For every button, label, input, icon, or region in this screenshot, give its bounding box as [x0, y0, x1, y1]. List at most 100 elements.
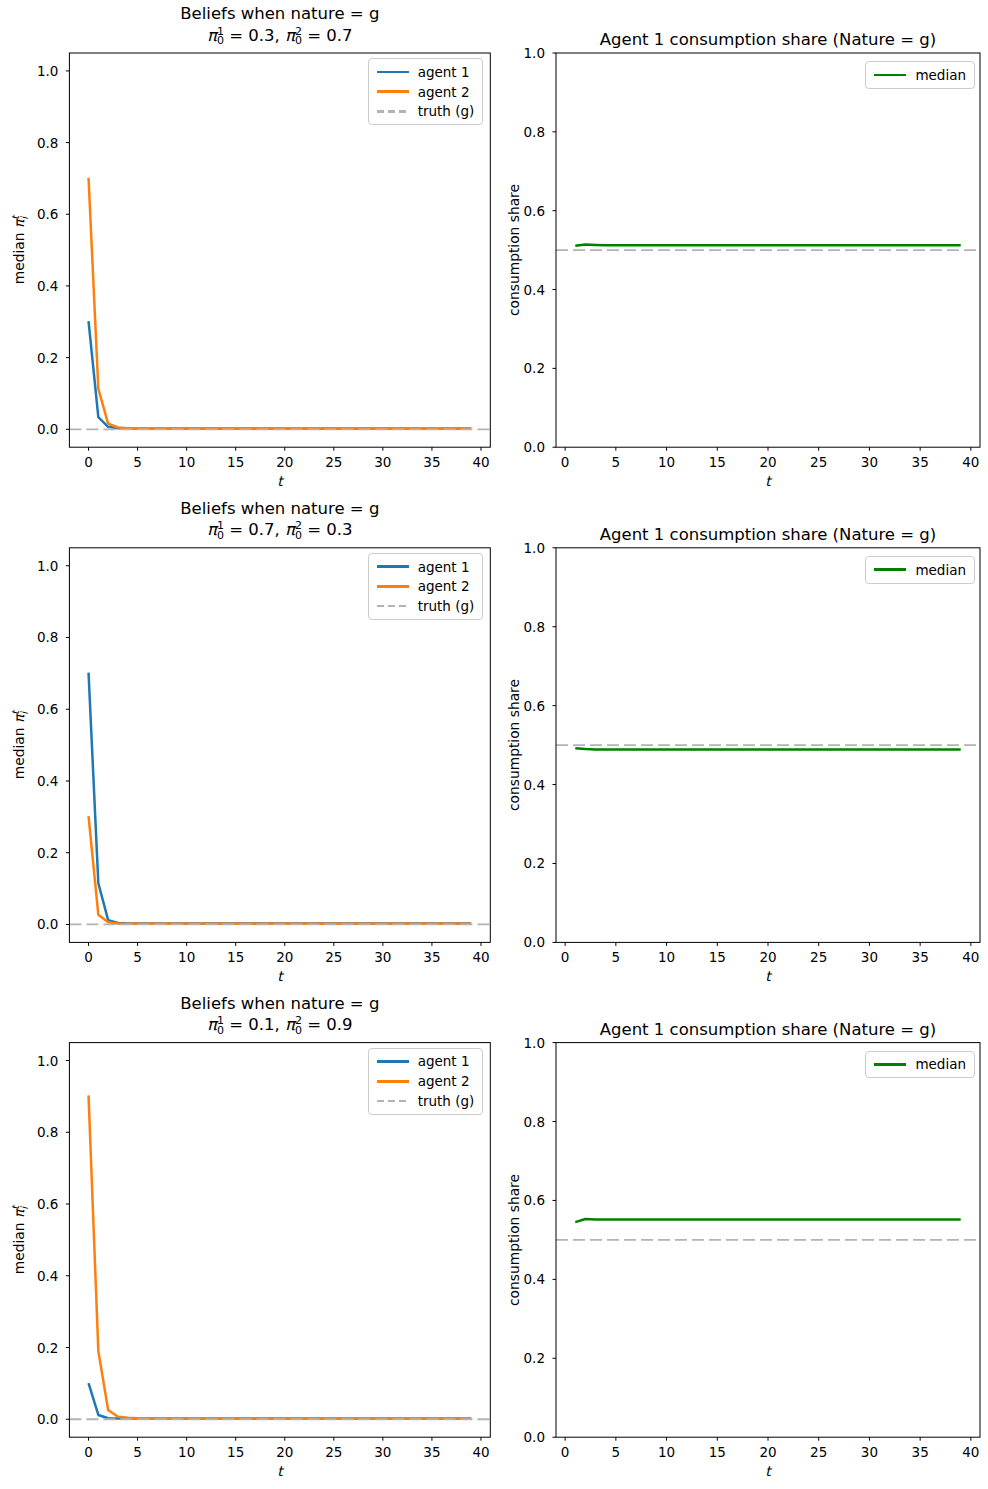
beliefs-row2-y-tick-label: 0.8 — [7, 628, 58, 646]
share-row2-y-tick-label: 0.8 — [494, 618, 545, 636]
share-row3-y-tick-label: 1.0 — [494, 1034, 545, 1052]
beliefs-row1-y-tick-label: 0.8 — [7, 134, 58, 152]
pi-scripts: ti — [12, 216, 29, 220]
beliefs-row2-x-tick-label: 10 — [178, 948, 195, 966]
share-row2-x-tick-label: 35 — [912, 948, 929, 966]
xlabel-text: t — [277, 1463, 282, 1479]
beliefs-row3-x-tick-label: 20 — [276, 1443, 293, 1461]
beliefs-row2-title-line1: Beliefs when nature = g — [69, 498, 490, 520]
beliefs-row2-legend-row-2: truth (g) — [377, 596, 475, 616]
share-row1-y-tick-label: 0.8 — [494, 123, 545, 141]
pi-symbol: π — [11, 220, 27, 228]
legend-label: agent 2 — [418, 84, 470, 100]
share-row2-x-tick-label: 15 — [709, 948, 726, 966]
legend-line-sample — [874, 568, 906, 571]
share-row3-y-tick-label: 0.8 — [494, 1113, 545, 1131]
legend-label: truth (g) — [418, 103, 475, 119]
beliefs-row2-x-tick-label: 30 — [374, 948, 391, 966]
share-row2-x-tick-label: 40 — [962, 948, 979, 966]
share-row3-xlabel: t — [765, 1463, 770, 1479]
share-row2-x-tick-label: 20 — [759, 948, 776, 966]
beliefs-row2-y-tick-label: 1.0 — [7, 557, 58, 575]
pi-scripts: 20 — [295, 521, 302, 540]
beliefs-row3-y-tick-label: 1.0 — [7, 1052, 58, 1070]
share-row1-y-tick-label: 1.0 — [494, 44, 545, 62]
share-row1-x-tick-label: 0 — [561, 453, 570, 471]
legend-line-sample — [377, 1100, 409, 1102]
beliefs-row1-x-tick-label: 40 — [472, 453, 489, 471]
share-row3-group — [553, 1043, 981, 1441]
share-row1-x-tick-label: 5 — [612, 453, 621, 471]
legend-line-sample — [377, 1080, 409, 1083]
share-row1-ylabel: consumption share — [506, 184, 522, 316]
beliefs-row2-legend-row-0: agent 1 — [377, 557, 475, 577]
subtitle-value-1: = 0.3, — [224, 26, 285, 45]
share-row3-y-tick-label: 0.2 — [494, 1349, 545, 1367]
beliefs-row2-x-tick-label: 0 — [84, 948, 93, 966]
subtitle-value-2: = 0.3 — [302, 520, 353, 539]
beliefs-row2-legend-row-1: agent 2 — [377, 577, 475, 597]
legend-line-sample — [377, 1060, 409, 1063]
xlabel-text: t — [765, 473, 770, 489]
share-row1-y-tick-label: 0.2 — [494, 359, 545, 377]
beliefs-row3-title-line2: π10 = 0.1, π20 = 0.9 — [69, 1014, 490, 1036]
share-row3-series-median — [575, 1219, 960, 1222]
share-row2-x-tick-label: 25 — [810, 948, 827, 966]
beliefs-row1-legend-row-0: agent 1 — [377, 62, 475, 82]
beliefs-row1-series-agent-1 — [89, 321, 472, 429]
beliefs-row1-legend-row-2: truth (g) — [377, 102, 475, 122]
ylabel-prefix: median — [11, 723, 27, 779]
beliefs-row2-xlabel: t — [277, 968, 282, 984]
share-row1-group — [553, 53, 981, 451]
beliefs-row2-legend: agent 1agent 2truth (g) — [368, 553, 484, 620]
pi-scripts: 10 — [217, 521, 224, 540]
beliefs-row3-legend-row-0: agent 1 — [377, 1052, 475, 1072]
figure: 05101520253035400.00.20.40.60.81.0Belief… — [0, 0, 988, 1489]
share-row3-x-tick-label: 15 — [709, 1443, 726, 1461]
beliefs-row1-x-tick-label: 35 — [423, 453, 440, 471]
share-row3-x-tick-label: 35 — [912, 1443, 929, 1461]
beliefs-row1-ylabel: median πti — [11, 216, 29, 284]
share-row2-group — [553, 548, 981, 946]
share-row1-x-tick-label: 30 — [861, 453, 878, 471]
beliefs-row1-x-tick-label: 10 — [178, 453, 195, 471]
beliefs-row3-x-tick-label: 25 — [325, 1443, 342, 1461]
beliefs-row1-title: Beliefs when nature = gπ10 = 0.3, π20 = … — [69, 3, 490, 46]
pi-scripts: 20 — [295, 27, 302, 46]
share-row2-ylabel: consumption share — [506, 679, 522, 811]
beliefs-row2-y-tick-label: 0.0 — [7, 915, 58, 933]
beliefs-row3-legend-row-2: truth (g) — [377, 1091, 475, 1111]
beliefs-row3-y-tick-label: 0.0 — [7, 1410, 58, 1428]
xlabel-text: t — [765, 1463, 770, 1479]
share-row2-xlabel: t — [765, 968, 770, 984]
beliefs-row3-ylabel: median πti — [11, 1206, 29, 1274]
share-row1-legend: median — [865, 61, 975, 89]
beliefs-row3-legend-row-1: agent 2 — [377, 1071, 475, 1091]
share-row1-title: Agent 1 consumption share (Nature = g) — [556, 29, 980, 51]
share-row1-y-tick-label: 0.0 — [494, 438, 545, 456]
share-row2-series-median — [575, 748, 960, 749]
beliefs-row3-legend: agent 1agent 2truth (g) — [368, 1048, 484, 1115]
beliefs-row3-x-tick-label: 0 — [84, 1443, 93, 1461]
share-row1-x-tick-label: 15 — [709, 453, 726, 471]
beliefs-row3-x-tick-label: 35 — [423, 1443, 440, 1461]
share-row1-xlabel: t — [765, 473, 770, 489]
beliefs-row1-title-line1: Beliefs when nature = g — [69, 3, 490, 25]
beliefs-row3-x-tick-label: 30 — [374, 1443, 391, 1461]
beliefs-row2-series-agent-1 — [89, 673, 472, 924]
share-row2-y-tick-label: 0.2 — [494, 854, 545, 872]
legend-line-sample — [377, 585, 409, 588]
legend-line-sample — [874, 1063, 906, 1066]
pi-symbol: π — [207, 1015, 217, 1034]
xlabel-text: t — [277, 473, 282, 489]
legend-label: median — [915, 67, 966, 83]
beliefs-row1-series-agent-2 — [89, 178, 472, 428]
legend-line-sample — [874, 74, 906, 77]
beliefs-row1-x-tick-label: 15 — [227, 453, 244, 471]
share-row3-x-tick-label: 10 — [658, 1443, 675, 1461]
legend-line-sample — [377, 565, 409, 568]
share-row2-legend-row-0: median — [874, 560, 966, 580]
beliefs-row1-y-tick-label: 0.0 — [7, 420, 58, 438]
xlabel-text: t — [277, 968, 282, 984]
share-row1-x-tick-label: 20 — [759, 453, 776, 471]
